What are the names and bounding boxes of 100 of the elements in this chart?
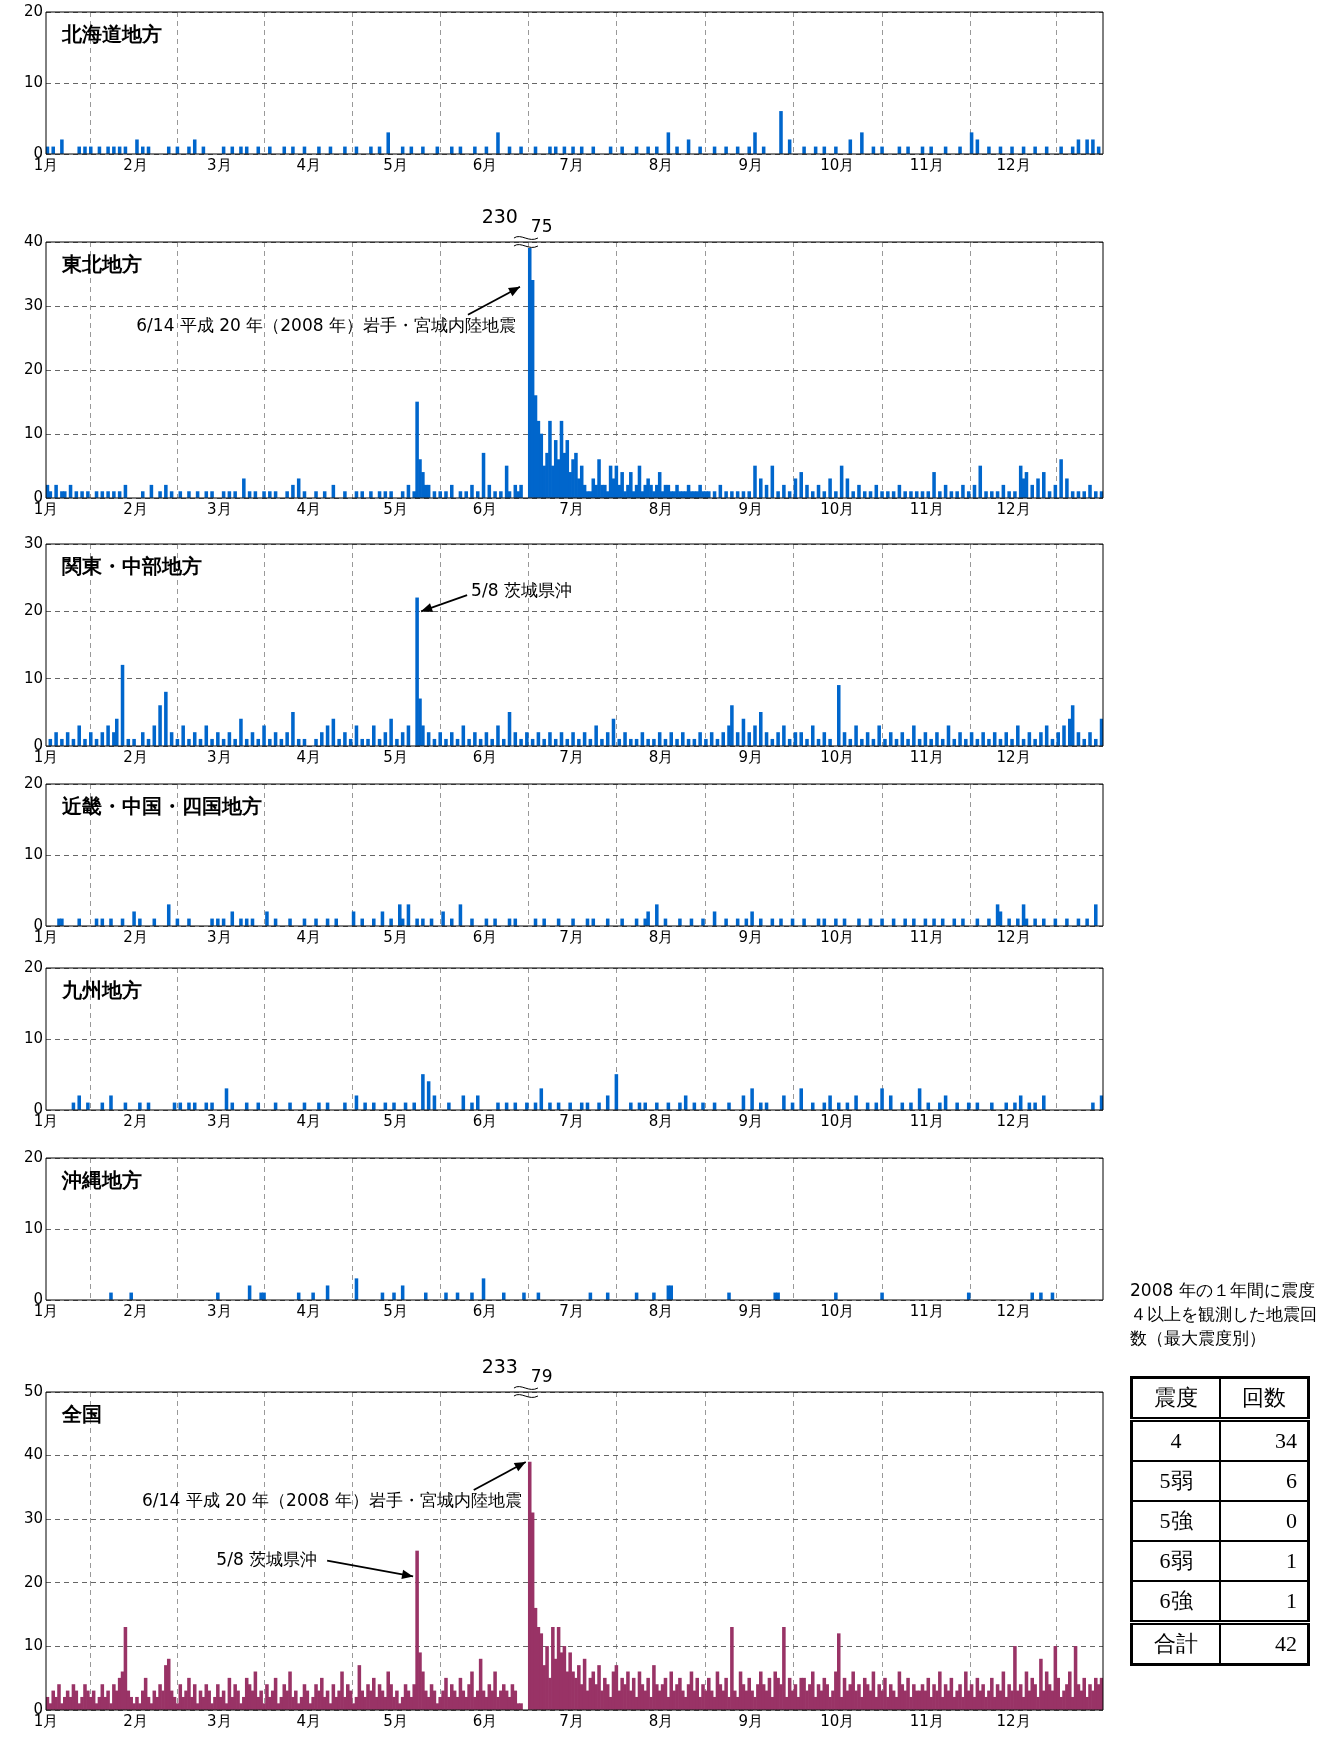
bar: [386, 132, 390, 154]
bar: [620, 472, 624, 498]
bar: [77, 146, 81, 154]
bar: [233, 1684, 237, 1710]
bar: [395, 1690, 399, 1710]
bar: [548, 1102, 552, 1110]
bar: [1007, 1684, 1011, 1710]
bar: [782, 725, 786, 746]
text: 震度: [1131, 1377, 1220, 1420]
x-tick-label: 7月: [559, 747, 584, 766]
bar: [519, 738, 523, 746]
text: 関東・中部地方: [62, 554, 202, 579]
bar: [77, 725, 81, 746]
bar: [268, 491, 272, 498]
data-label: 42: [1220, 1622, 1309, 1665]
bar: [54, 484, 58, 498]
bar: [444, 1677, 448, 1710]
bar: [854, 1095, 858, 1110]
bar: [597, 1665, 601, 1710]
bar: [216, 1292, 220, 1300]
bar: [343, 1102, 347, 1110]
bar: [106, 491, 110, 498]
x-tick-label: 2月: [123, 1111, 148, 1130]
bar: [655, 904, 659, 926]
bar: [836, 1633, 841, 1710]
x-tick-label: 9月: [738, 1111, 763, 1130]
bar: [1013, 1102, 1017, 1110]
bar: [1036, 478, 1040, 498]
bar: [860, 132, 864, 154]
bar: [288, 918, 292, 926]
bar: [470, 918, 474, 926]
bar: [343, 146, 347, 154]
bar: [1013, 1646, 1017, 1710]
bar: [707, 1677, 711, 1710]
bar: [961, 484, 965, 498]
x-tick-label: 8月: [648, 1301, 674, 1320]
bar: [320, 1677, 324, 1710]
bar: [730, 1626, 734, 1710]
y-tick-label: 30: [23, 1509, 43, 1528]
x-tick-label: 8月: [648, 155, 674, 174]
bar: [600, 738, 604, 746]
bar: [438, 491, 442, 498]
bar: [109, 1095, 113, 1110]
bar: [629, 738, 633, 746]
bar: [747, 1677, 751, 1710]
bar: [551, 1626, 555, 1710]
bar: [138, 918, 142, 926]
bar: [135, 139, 139, 154]
bar: [496, 725, 500, 746]
x-tick-label: 2月: [123, 1301, 148, 1320]
bar: [730, 491, 734, 498]
bar: [987, 738, 991, 746]
bar: [880, 1088, 884, 1110]
bar: [285, 732, 289, 746]
x-tick-label: 6月: [472, 927, 498, 946]
bar: [698, 146, 702, 154]
bar: [646, 146, 650, 154]
data-label: 1: [1220, 1541, 1309, 1581]
bar: [571, 146, 575, 154]
bar: [372, 725, 376, 746]
bar: [646, 911, 650, 926]
bar: [1091, 1102, 1095, 1110]
bar: [256, 1102, 261, 1110]
bar: [389, 491, 393, 498]
bar: [106, 725, 110, 746]
bar: [545, 1646, 549, 1710]
bar: [594, 725, 598, 746]
bar: [571, 918, 575, 926]
bar: [135, 1696, 139, 1710]
bar: [187, 146, 191, 154]
bar: [493, 1671, 497, 1710]
bar: [216, 1684, 220, 1710]
bar: [698, 484, 702, 498]
x-tick-label: 9月: [738, 155, 763, 174]
bar: [1033, 918, 1037, 926]
bar: [577, 1665, 581, 1710]
x-tick-label: 10月: [820, 499, 855, 518]
y-tick-label: 20: [23, 1147, 43, 1166]
bar: [802, 146, 806, 154]
bar: [961, 918, 965, 926]
x-tick-label: 9月: [738, 1711, 763, 1730]
bar: [932, 918, 936, 926]
y-tick-label: 20: [23, 957, 43, 976]
bar: [750, 1088, 754, 1110]
bar: [1085, 139, 1089, 154]
bar: [444, 1292, 448, 1300]
x-tick-label: 7月: [559, 1111, 584, 1130]
bar: [363, 1102, 367, 1110]
bar: [548, 420, 552, 498]
y-tick-label: 20: [23, 1572, 43, 1591]
x-tick-label: 2月: [123, 927, 148, 946]
bar: [210, 1102, 214, 1110]
bar: [678, 918, 682, 926]
bar: [952, 738, 957, 746]
bar: [1004, 732, 1009, 746]
x-tick-label: 3月: [207, 927, 232, 946]
bar: [334, 918, 339, 926]
bar: [77, 1095, 81, 1110]
text: 233: [481, 1354, 518, 1377]
bar: [449, 1684, 454, 1710]
